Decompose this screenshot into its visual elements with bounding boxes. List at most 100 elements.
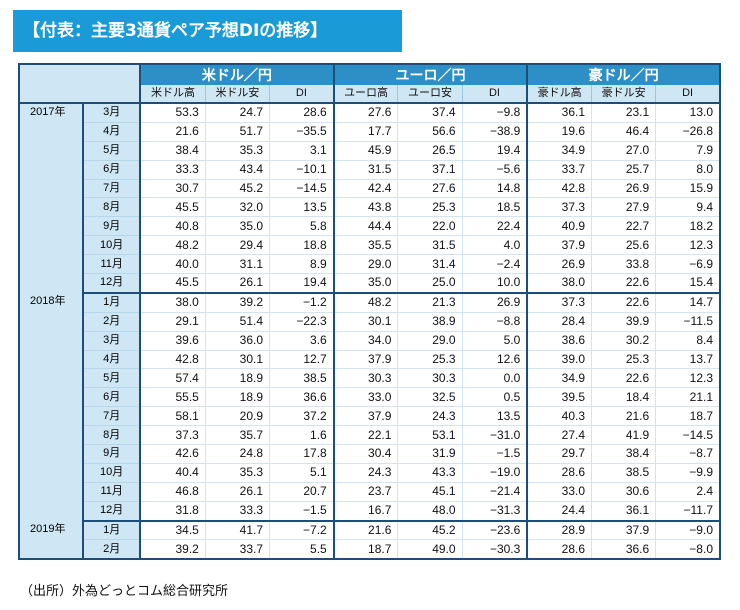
value-cell: 31.9 [397, 444, 463, 464]
value-cell: 10.0 [461, 273, 528, 294]
value-cell: 33.7 [204, 539, 270, 561]
value-cell: 26.1 [204, 273, 270, 294]
column-header: DI [655, 85, 720, 104]
month-label: 4月 [83, 122, 141, 142]
value-cell: 2.4 [655, 482, 720, 502]
value-cell: 18.7 [332, 539, 398, 561]
month-label: 8月 [83, 197, 141, 218]
value-cell: 46.4 [590, 122, 656, 142]
value-cell: 17.7 [332, 122, 398, 142]
month-label: 10月 [83, 235, 141, 256]
year-label: 2018年 [19, 292, 85, 521]
table-row: 5月 57.4 18.9 38.5 30.3 30.3 0.0 34.9 22.6 12.3 [19, 368, 720, 389]
value-cell: 28.9 [526, 520, 592, 541]
value-cell: 37.1 [397, 160, 463, 180]
value-cell: −19.0 [461, 463, 528, 483]
value-cell: 39.6 [139, 331, 206, 351]
value-cell: −31.0 [461, 425, 528, 446]
column-header: DI [461, 85, 528, 104]
month-label: 2月 [83, 312, 141, 332]
value-cell: 24.4 [526, 501, 592, 522]
value-cell: 28.4 [526, 312, 592, 332]
value-cell: 51.7 [204, 122, 270, 142]
value-cell: 45.2 [397, 520, 463, 541]
value-cell: 38.5 [590, 463, 656, 483]
value-cell: 26.9 [526, 254, 592, 275]
value-cell: 18.7 [655, 406, 720, 427]
value-cell: −30.3 [461, 539, 528, 561]
value-cell: 30.3 [397, 368, 463, 389]
value-cell: 18.2 [655, 216, 720, 237]
value-cell: 48.2 [139, 235, 206, 256]
value-cell: 37.9 [526, 235, 592, 256]
value-cell: −31.3 [461, 501, 528, 522]
table-row: 8月 45.5 32.0 13.5 43.8 25.3 18.5 37.3 27.9 9.4 [19, 197, 720, 218]
value-cell: 27.6 [332, 103, 398, 123]
value-cell: 40.9 [526, 216, 592, 237]
table-row: 4月 42.8 30.1 12.7 37.9 25.3 12.6 39.0 25.3 13.7 [19, 350, 720, 370]
month-label: 9月 [83, 216, 141, 237]
table-row: 5月 38.4 35.3 3.1 45.9 26.5 19.4 34.9 27.0 7.9 [19, 141, 720, 161]
value-cell: 12.7 [269, 350, 334, 370]
column-header: 米ドル高 [139, 85, 206, 104]
di-table-container: 米ドル／円 ユーロ／円 豪ドル／円 米ドル高 米ドル安 DI ユーロ高 ユーロ安 DI 豪ド… [18, 63, 721, 561]
value-cell: 26.9 [590, 179, 656, 199]
value-cell: 42.6 [139, 444, 206, 464]
value-cell: 24.8 [204, 444, 270, 464]
value-cell: −22.3 [269, 312, 334, 332]
table-row: 2月 39.2 33.7 5.5 18.7 49.0 −30.3 28.6 36.6 −8.0 [19, 539, 720, 561]
column-header: 豪ドル安 [590, 85, 656, 104]
value-cell: 30.6 [590, 482, 656, 502]
value-cell: 40.3 [526, 406, 592, 427]
month-label: 8月 [83, 425, 141, 446]
month-label: 11月 [83, 482, 141, 502]
month-label: 3月 [83, 331, 141, 351]
value-cell: 22.6 [590, 273, 656, 294]
value-cell: 25.3 [397, 350, 463, 370]
value-cell: 48.2 [332, 292, 398, 313]
value-cell: 58.1 [139, 406, 206, 427]
value-cell: −8.0 [655, 539, 720, 561]
value-cell: 25.6 [590, 235, 656, 256]
value-cell: 33.3 [204, 501, 270, 522]
value-cell: 9.4 [655, 197, 720, 218]
value-cell: 31.5 [397, 235, 463, 256]
value-cell: 31.4 [397, 254, 463, 275]
table-row: 4月 21.6 51.7 −35.5 17.7 56.6 −38.9 19.6 46.4 −26.… [19, 122, 720, 142]
value-cell: 13.5 [269, 197, 334, 218]
value-cell: 5.8 [269, 216, 334, 237]
value-cell: −11.7 [655, 501, 720, 522]
value-cell: 18.8 [269, 235, 334, 256]
value-cell: 5.1 [269, 463, 334, 483]
value-cell: 32.0 [204, 197, 270, 218]
value-cell: −9.8 [461, 103, 528, 123]
value-cell: −1.5 [269, 501, 334, 522]
value-cell: 19.6 [526, 122, 592, 142]
value-cell: −14.5 [655, 425, 720, 446]
value-cell: 36.6 [269, 387, 334, 408]
value-cell: 53.3 [139, 103, 206, 123]
value-cell: 35.0 [204, 216, 270, 237]
month-label: 1月 [83, 292, 141, 313]
value-cell: 14.7 [655, 292, 720, 313]
value-cell: 8.4 [655, 331, 720, 351]
value-cell: 29.0 [397, 331, 463, 351]
value-cell: −8.7 [655, 444, 720, 464]
table-row: 6月 55.5 18.9 36.6 33.0 32.5 0.5 39.5 18.4 21.1 [19, 387, 720, 408]
value-cell: −1.2 [269, 292, 334, 313]
year-label: 2017年 [19, 103, 85, 293]
source-note: （出所）外為どっとコム総合研究所 [20, 584, 229, 599]
value-cell: −6.9 [655, 254, 720, 275]
value-cell: 20.9 [204, 406, 270, 427]
value-cell: 25.7 [590, 160, 656, 180]
table-row: 8月 37.3 35.7 1.6 22.1 53.1 −31.0 27.4 41.9 −14.5 [19, 425, 720, 446]
month-label: 5月 [83, 141, 141, 161]
value-cell: 14.8 [461, 179, 528, 199]
value-cell: −8.8 [461, 312, 528, 332]
value-cell: 15.4 [655, 273, 720, 294]
value-cell: 40.8 [139, 216, 206, 237]
value-cell: 27.6 [397, 179, 463, 199]
value-cell: 39.2 [204, 292, 270, 313]
table-row: 2017年 3月 53.3 24.7 28.6 27.6 37.4 −9.8 36.1 23.1 1… [19, 103, 720, 293]
value-cell: 28.6 [269, 103, 334, 123]
